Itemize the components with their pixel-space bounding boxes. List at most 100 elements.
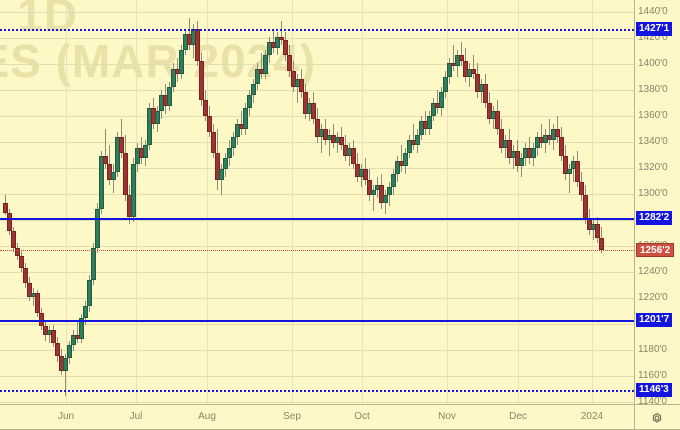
candle-body	[575, 161, 580, 183]
hgridline	[0, 220, 634, 221]
price-label-support-mid[interactable]: 1201'7	[636, 313, 673, 327]
hgridline	[0, 64, 634, 65]
candle-body	[299, 79, 304, 93]
candle-body	[51, 330, 56, 344]
candle-wick	[437, 89, 438, 114]
vgridline	[362, 0, 363, 404]
candle-body	[79, 318, 84, 340]
candle-body	[447, 63, 452, 77]
candle-body	[231, 137, 236, 148]
candle-body	[219, 168, 224, 180]
candle-body	[459, 55, 464, 61]
gear-icon[interactable]	[649, 410, 665, 426]
candle-body	[95, 208, 100, 249]
price-tick-label: 1420'0	[638, 32, 668, 43]
candle-body	[263, 55, 268, 74]
chart-plot-area[interactable]: 024, 1D URES (MAR 2024)	[0, 0, 634, 404]
price-tick-label: 1440'0	[638, 6, 668, 17]
candle-wick	[65, 353, 66, 397]
candle-body	[531, 147, 536, 159]
price-line-last-price[interactable]	[0, 250, 634, 251]
price-tick-label: 1320'0	[638, 162, 668, 173]
candle-body	[371, 190, 376, 196]
candle-body	[243, 108, 248, 130]
candle-body	[487, 102, 492, 119]
candle-body	[455, 55, 460, 66]
candle-body	[403, 153, 408, 167]
price-label-resistance-mid[interactable]: 1282'2	[636, 211, 673, 225]
candle-body	[563, 155, 568, 175]
price-line-resistance-mid[interactable]	[0, 218, 634, 220]
time-tick-label: Dec	[509, 411, 527, 422]
candle-wick	[281, 21, 282, 45]
hgridline	[0, 350, 634, 351]
candle-wick	[221, 163, 222, 196]
candle-wick	[321, 124, 322, 154]
candle-body	[155, 110, 160, 125]
price-line-support-mid[interactable]	[0, 320, 634, 322]
hgridline	[0, 376, 634, 377]
price-tick-label: 1340'0	[638, 136, 668, 147]
candle-body	[351, 147, 356, 164]
price-label-resistance-upper[interactable]: 1427'1	[636, 22, 673, 36]
candle-body	[583, 195, 588, 220]
candle-body	[495, 110, 500, 130]
price-label-last-price[interactable]: 1256'2	[636, 243, 675, 257]
candle-body	[383, 195, 388, 204]
price-line-support-lower[interactable]	[0, 390, 634, 392]
candle-body	[519, 158, 524, 167]
time-tick-label: 2024	[580, 411, 604, 422]
price-axis[interactable]: 1440'0 1420'0 1400'0 1380'0 1360'0 1340'0 1320…	[634, 0, 680, 407]
candle-wick	[77, 322, 78, 344]
hgridline	[0, 90, 634, 91]
axis-settings-corner[interactable]	[634, 405, 680, 430]
candle-body	[103, 155, 108, 164]
time-tick-label: Jun	[57, 411, 75, 422]
candle-body	[227, 147, 232, 159]
candle-wick	[453, 44, 454, 72]
candle-body	[211, 132, 216, 154]
price-tick-label: 1180'0	[638, 344, 667, 355]
candle-wick	[261, 52, 262, 80]
candle-wick	[473, 55, 474, 80]
candle-body	[507, 139, 512, 159]
time-axis[interactable]: Jun Jul Aug Sep Oct Nov Dec 2024	[0, 404, 680, 430]
candle-body	[67, 344, 72, 358]
candle-wick	[541, 124, 542, 148]
vgridline	[136, 0, 137, 404]
candle-wick	[373, 184, 374, 212]
candle-body	[123, 153, 128, 196]
candle-body	[39, 312, 44, 327]
candle-body	[579, 182, 584, 196]
candle-body	[167, 87, 172, 106]
time-tick-label: Aug	[198, 411, 216, 422]
candle-body	[19, 256, 24, 268]
candle-body	[499, 129, 504, 148]
candle-body	[515, 150, 520, 167]
candle-body	[483, 84, 488, 103]
candle-body	[235, 124, 240, 138]
candle-body	[15, 248, 20, 257]
price-label-support-lower[interactable]: 1146'3	[636, 383, 672, 397]
candle-wick	[189, 18, 190, 51]
candle-body	[99, 155, 104, 209]
candle-body	[443, 76, 448, 93]
time-tick-label: Nov	[438, 411, 456, 422]
candle-body	[391, 174, 396, 188]
price-line-resistance-upper[interactable]	[0, 29, 634, 31]
vgridline	[592, 0, 593, 404]
hgridline	[0, 168, 634, 169]
candle-body	[207, 116, 212, 132]
candle-body	[255, 68, 260, 85]
vgridline	[292, 0, 293, 404]
price-tick-label: 1140'0	[638, 396, 667, 407]
candle-body	[427, 116, 432, 130]
candle-body	[63, 357, 68, 371]
candle-body	[535, 137, 540, 148]
candle-body	[251, 84, 256, 96]
candle-body	[407, 139, 412, 154]
candle-body	[291, 71, 296, 88]
candle-body	[223, 158, 228, 169]
candle-wick	[573, 155, 574, 183]
candle-body	[215, 153, 220, 180]
